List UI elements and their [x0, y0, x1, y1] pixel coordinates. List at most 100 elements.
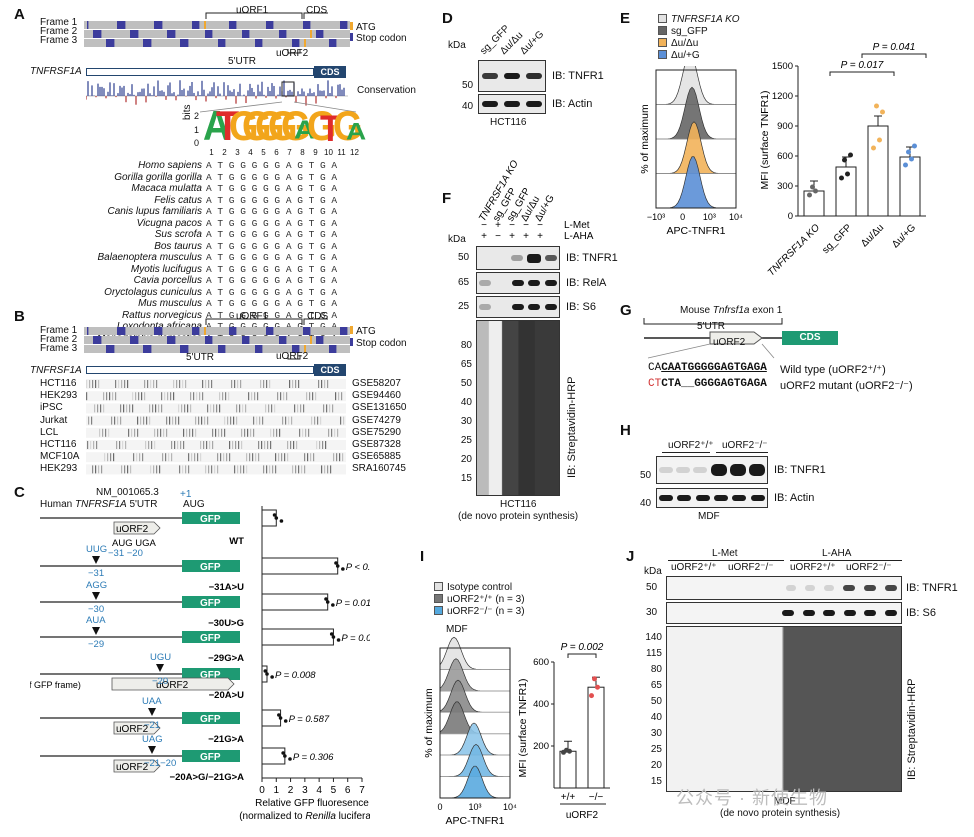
species-name: Bos taurus	[154, 240, 202, 252]
mw-40-h: 40	[640, 498, 652, 509]
stop-codon-mark	[331, 39, 333, 47]
stop-codon-mark	[206, 336, 208, 344]
ribo-read	[92, 380, 94, 388]
legend-entry: TNFRSF1A KO	[658, 14, 740, 26]
ribo-read	[251, 392, 253, 401]
ribo-read	[200, 453, 202, 462]
stop-codon-mark	[160, 327, 162, 335]
stop-codon-mark	[343, 21, 345, 29]
uorf2-label: uORF2	[116, 724, 149, 735]
ribo-track	[86, 379, 346, 389]
gfp-label: GFP	[200, 514, 221, 525]
mw-marker: 25	[460, 435, 472, 446]
stop-codon-mark	[108, 345, 110, 353]
ribo-read	[86, 392, 88, 401]
ribo-read	[178, 404, 180, 413]
legend-stop-b: Stop codon	[350, 338, 407, 349]
ribo-read	[86, 380, 88, 388]
ribo-read	[122, 441, 124, 449]
stop-codon-mark	[269, 327, 271, 335]
ib-tnfr1-d: IB: TNFR1	[552, 70, 604, 82]
ribo-read	[273, 428, 275, 437]
ribo-read	[338, 392, 340, 401]
utr-label: 5'UTR	[228, 56, 257, 67]
stop-codon-mark	[306, 21, 308, 29]
p-value: P = 0.306	[293, 752, 334, 763]
stop-codon-mark	[303, 327, 305, 335]
stop-codon-mark	[133, 30, 135, 38]
e-bar-yaxis: MFI (surface TNFR1)	[759, 91, 771, 190]
ribo-read	[327, 465, 329, 474]
stop-codon-mark	[87, 21, 89, 29]
ribo-read	[327, 380, 329, 388]
logo-letter: T	[216, 103, 240, 151]
ribo-read	[104, 453, 106, 462]
ribo-read	[188, 453, 190, 462]
species-name: Sus scrofa	[154, 229, 202, 240]
stop-codon-mark	[95, 30, 97, 38]
stop-codon-mark	[146, 345, 148, 353]
legend-text: TNFRSF1A KO	[671, 14, 740, 25]
stop-codon-mark	[218, 345, 220, 353]
wt-sequence: CACAATGGGGGAGTGAGA	[648, 362, 767, 374]
stop-codon-mark	[146, 39, 148, 47]
frame-1-label: Frame 1	[40, 325, 78, 336]
stop-codon-mark	[272, 21, 274, 29]
gfp-datapoint	[329, 632, 334, 636]
kda-label-d: kDa	[448, 40, 466, 51]
hist-xtick: 10⁴	[503, 802, 517, 812]
ribo-read	[254, 392, 256, 401]
species-sequence: A T G G G G G A G T G A	[206, 217, 338, 229]
stop-codon-mark	[149, 39, 151, 47]
ribo-read	[153, 465, 155, 474]
stop-codon-mark	[261, 345, 263, 353]
gfp-datapoint	[265, 672, 269, 676]
stop-codon-mark	[330, 39, 332, 47]
ib-actin-h: IB: Actin	[774, 492, 815, 504]
ribo-read	[217, 465, 219, 474]
stop-codon-mark	[321, 336, 323, 344]
dataset-id: GSE65885	[352, 451, 401, 463]
stop-codon-mark	[340, 21, 342, 29]
mw-marker: 140	[645, 632, 662, 643]
gfp-datapoint	[281, 751, 285, 755]
dataset-id: SRA160745	[352, 463, 406, 475]
stop-codon-mark	[185, 39, 187, 47]
cell-line: MCF10A	[40, 451, 80, 463]
ribo-read	[151, 441, 153, 449]
dataset-id: GSE58207	[352, 378, 401, 389]
mfi-datapoint	[813, 188, 818, 194]
ribo-read	[310, 453, 312, 462]
stop-codon-mark	[205, 336, 207, 344]
stop-codon-mark	[259, 39, 261, 47]
stop-codon-mark	[120, 327, 122, 335]
c-xtick-label: 0	[259, 785, 265, 796]
ribo-read	[272, 465, 274, 474]
gfp-datapoint	[324, 597, 328, 601]
stop-codon-mark	[144, 345, 146, 353]
ribo-read	[171, 441, 173, 449]
ribo-read	[274, 404, 276, 413]
ribo-read	[326, 404, 328, 413]
ribo-read	[202, 380, 204, 388]
ribo-read	[195, 416, 197, 425]
p-value: P = 0.016	[336, 598, 370, 609]
mfi-datapoint	[839, 175, 844, 181]
logo-letter: G	[281, 103, 311, 151]
ib-rela-f: IB: RelA	[566, 277, 607, 289]
reading-frame-track	[84, 12, 350, 54]
ribo-read	[282, 416, 284, 425]
group-ko1-j: uORF2⁻/⁻	[728, 562, 774, 573]
ribo-read	[183, 441, 185, 449]
ribo-read	[173, 392, 175, 401]
ribo-read	[214, 465, 216, 474]
stop-codon-mark	[210, 30, 212, 38]
p-value: P = 0.010	[341, 633, 370, 644]
stop-codon-mark	[267, 21, 269, 29]
ribo-read	[132, 404, 134, 413]
stop-codon-mark	[333, 39, 335, 47]
stop-codon-mark	[135, 336, 137, 344]
stop-codon-mark	[270, 327, 272, 335]
c-xtick-label: 5	[331, 785, 337, 796]
ribo-read	[196, 392, 198, 401]
